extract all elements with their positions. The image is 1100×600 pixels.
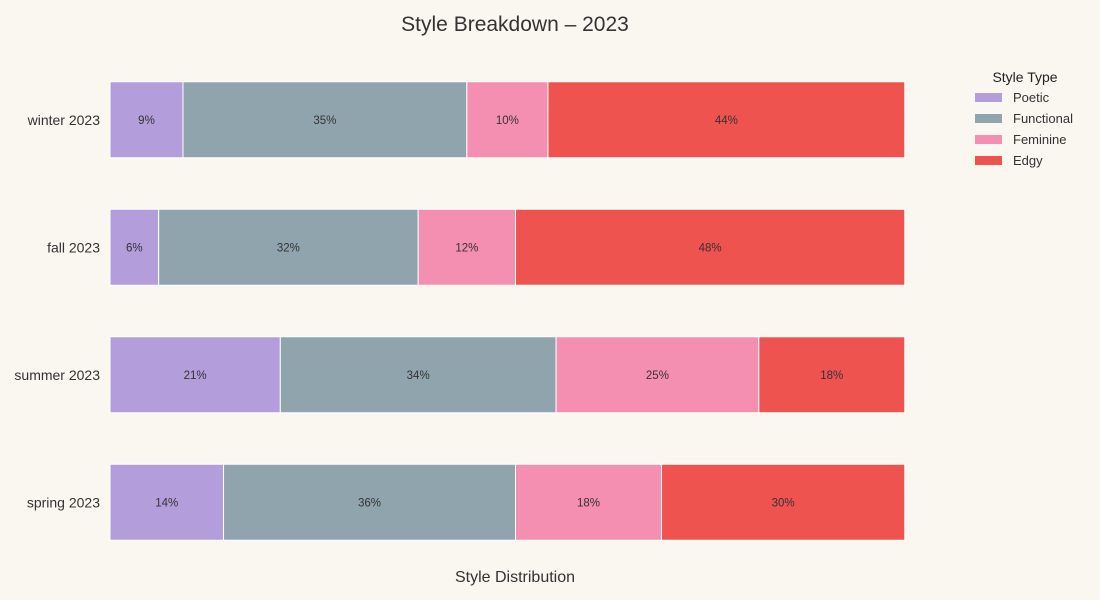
data-label: 21%	[184, 370, 207, 382]
bar-poetic-winter-2023	[109, 81, 184, 159]
data-label: 30%	[772, 497, 795, 509]
legend-label-feminine: Feminine	[1013, 132, 1066, 147]
x-axis-label: Style Distribution	[455, 569, 575, 586]
bar-feminine-summer-2023	[555, 336, 760, 414]
bar-poetic-fall-2023	[109, 208, 160, 286]
data-label: 12%	[455, 242, 478, 254]
legend-label-poetic: Poetic	[1013, 90, 1050, 105]
legend: Style Type Poetic Functional Feminine Edgy	[975, 69, 1073, 168]
bar-edgy-fall-2023	[515, 208, 906, 286]
bar-functional-summer-2023	[279, 336, 557, 414]
bar-edgy-winter-2023	[547, 81, 906, 159]
legend-title: Style Type	[992, 69, 1057, 85]
data-label: 32%	[277, 242, 300, 254]
bar-functional-spring-2023	[223, 463, 516, 541]
data-label: 34%	[407, 370, 430, 382]
data-label: 36%	[358, 497, 381, 509]
legend-label-functional: Functional	[1013, 111, 1073, 126]
bar-edgy-spring-2023	[660, 463, 906, 541]
data-label: 48%	[699, 242, 722, 254]
bar-area: 14% 36% 18% 30% 21% 34% 25% 18% 6% 32% 12% 48% 9% 35%…	[109, 81, 906, 541]
legend-swatch-functional	[975, 114, 1002, 123]
bar-functional-winter-2023	[182, 81, 468, 159]
data-label: 44%	[715, 115, 738, 127]
bar-functional-fall-2023	[158, 208, 419, 286]
bar-edgy-summer-2023	[758, 336, 906, 414]
bar-feminine-spring-2023	[515, 463, 662, 541]
data-label: 14%	[155, 497, 178, 509]
legend-swatch-poetic	[975, 93, 1002, 102]
data-label: 35%	[313, 115, 336, 127]
data-label: 18%	[820, 370, 843, 382]
bar-poetic-summer-2023	[109, 336, 281, 414]
chart-title: Style Breakdown – 2023	[401, 13, 629, 36]
data-label: 9%	[138, 115, 155, 127]
y-tick-label: spring 2023	[27, 494, 100, 510]
legend-label-edgy: Edgy	[1013, 153, 1043, 168]
bar-poetic-spring-2023	[109, 463, 225, 541]
legend-swatch-feminine	[975, 135, 1002, 144]
y-tick-label: winter 2023	[27, 112, 101, 128]
data-label: 6%	[126, 242, 143, 254]
y-tick-label: summer 2023	[14, 367, 100, 383]
data-label: 10%	[496, 115, 519, 127]
y-axis-labels: spring 2023 summer 2023 fall 2023 winter 20…	[14, 112, 100, 511]
data-label: 18%	[577, 497, 600, 509]
data-label: 25%	[646, 370, 669, 382]
y-tick-label: fall 2023	[47, 239, 100, 255]
legend-swatch-edgy	[975, 156, 1002, 165]
